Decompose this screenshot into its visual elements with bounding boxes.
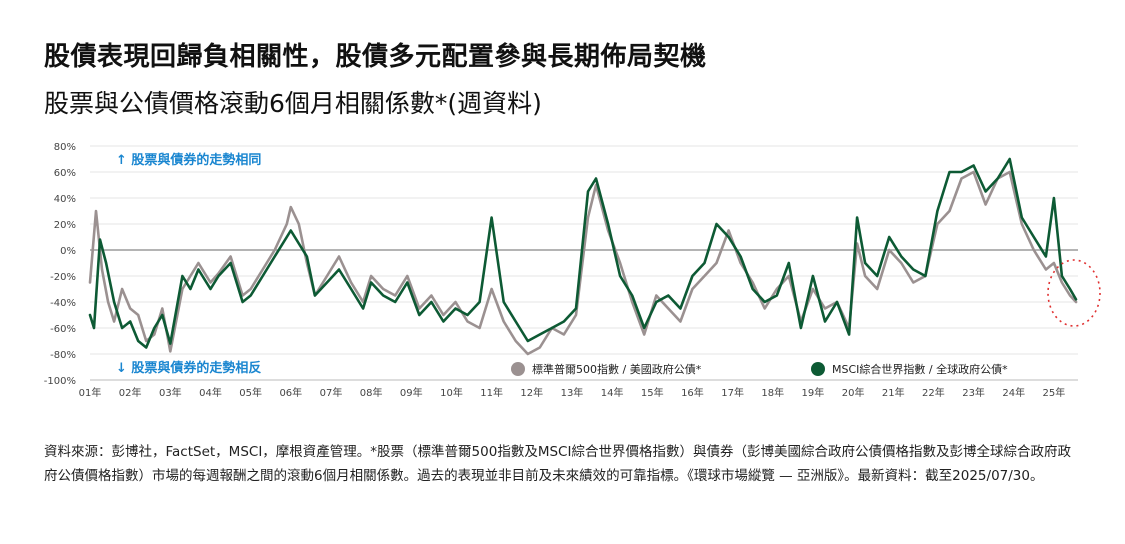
legend-marker-msci — [811, 362, 825, 376]
x-tick-label: 05年 — [239, 386, 262, 399]
y-tick-label: 40% — [54, 194, 76, 205]
y-tick-label: 60% — [54, 168, 76, 179]
x-tick-label: 11年 — [480, 386, 503, 399]
y-tick-label: -80% — [50, 350, 76, 361]
series-lines — [88, 157, 1078, 356]
annotation-opposite-direction: ↓ 股票與債券的走勢相反 — [116, 360, 261, 376]
x-tick-label: 02年 — [119, 386, 142, 399]
x-tick-label: 20年 — [842, 386, 865, 399]
x-tick-label: 19年 — [802, 386, 825, 399]
x-tick-label: 22年 — [922, 386, 945, 399]
y-tick-label: -100% — [44, 376, 76, 387]
legend-marker-sp500 — [511, 362, 525, 376]
x-tick-label: 03年 — [159, 386, 182, 399]
x-tick-label: 24年 — [1002, 386, 1025, 399]
chart-title: 股債表現回歸負相關性，股債多元配置參與長期佈局契機 — [44, 42, 707, 72]
y-axis: 80% 60% 40% 20% 0% -20% -40% -60% -80% -100% — [44, 142, 76, 387]
x-tick-label: 18年 — [761, 386, 784, 399]
x-tick-label: 09年 — [400, 386, 423, 399]
x-tick-label: 10年 — [440, 386, 463, 399]
x-tick-label: 07年 — [320, 386, 343, 399]
x-axis: 01年 02年 03年 04年 05年 06年 07年 08年 09年 10年 11年 12年 13年 1… — [79, 379, 1078, 399]
x-tick-label: 13年 — [561, 386, 584, 399]
x-tick-label: 17年 — [721, 386, 744, 399]
legend: 標準普爾500指數 / 美國政府公債* MSCI綜合世界指數 / 全球政府公債* — [511, 362, 1008, 376]
x-tick-label: 06年 — [279, 386, 302, 399]
grid-lines — [90, 145, 1078, 381]
x-tick-label: 21年 — [882, 386, 905, 399]
x-tick-label: 04年 — [199, 386, 222, 399]
x-tick-label: 15年 — [641, 386, 664, 399]
x-tick-label: 01年 — [79, 386, 102, 399]
legend-label-msci: MSCI綜合世界指數 / 全球政府公債* — [832, 362, 1008, 376]
series-line-msci — [88, 157, 1078, 349]
x-tick-label: 25年 — [1043, 386, 1066, 399]
source-note: 資料來源：彭博社，FactSet，MSCI，摩根資產管理。*股票（標準普爾500… — [44, 444, 1071, 484]
y-tick-label: -40% — [50, 298, 76, 309]
x-tick-label: 23年 — [962, 386, 985, 399]
y-tick-label: 0% — [60, 246, 76, 257]
x-tick-label: 14年 — [601, 386, 624, 399]
y-tick-label: 20% — [54, 220, 76, 231]
y-tick-label: -20% — [50, 272, 76, 283]
annotation-same-direction: ↑ 股票與債券的走勢相同 — [116, 152, 261, 168]
correlation-line-chart: 80%60%40%20%0%-20%-40%-60%-80%-100% 01年 0… — [44, 142, 1101, 399]
legend-label-sp500: 標準普爾500指數 / 美國政府公債* — [532, 362, 702, 376]
y-tick-label: 80% — [54, 142, 76, 153]
y-tick-label: -60% — [50, 324, 76, 335]
recent-highlight-circle — [1047, 259, 1101, 327]
x-tick-label: 12年 — [520, 386, 543, 399]
x-tick-label: 08年 — [360, 386, 383, 399]
chart-subtitle: 股票與公債價格滾動6個月相關係數*(週資料) — [44, 89, 542, 118]
x-tick-label: 16年 — [681, 386, 704, 399]
